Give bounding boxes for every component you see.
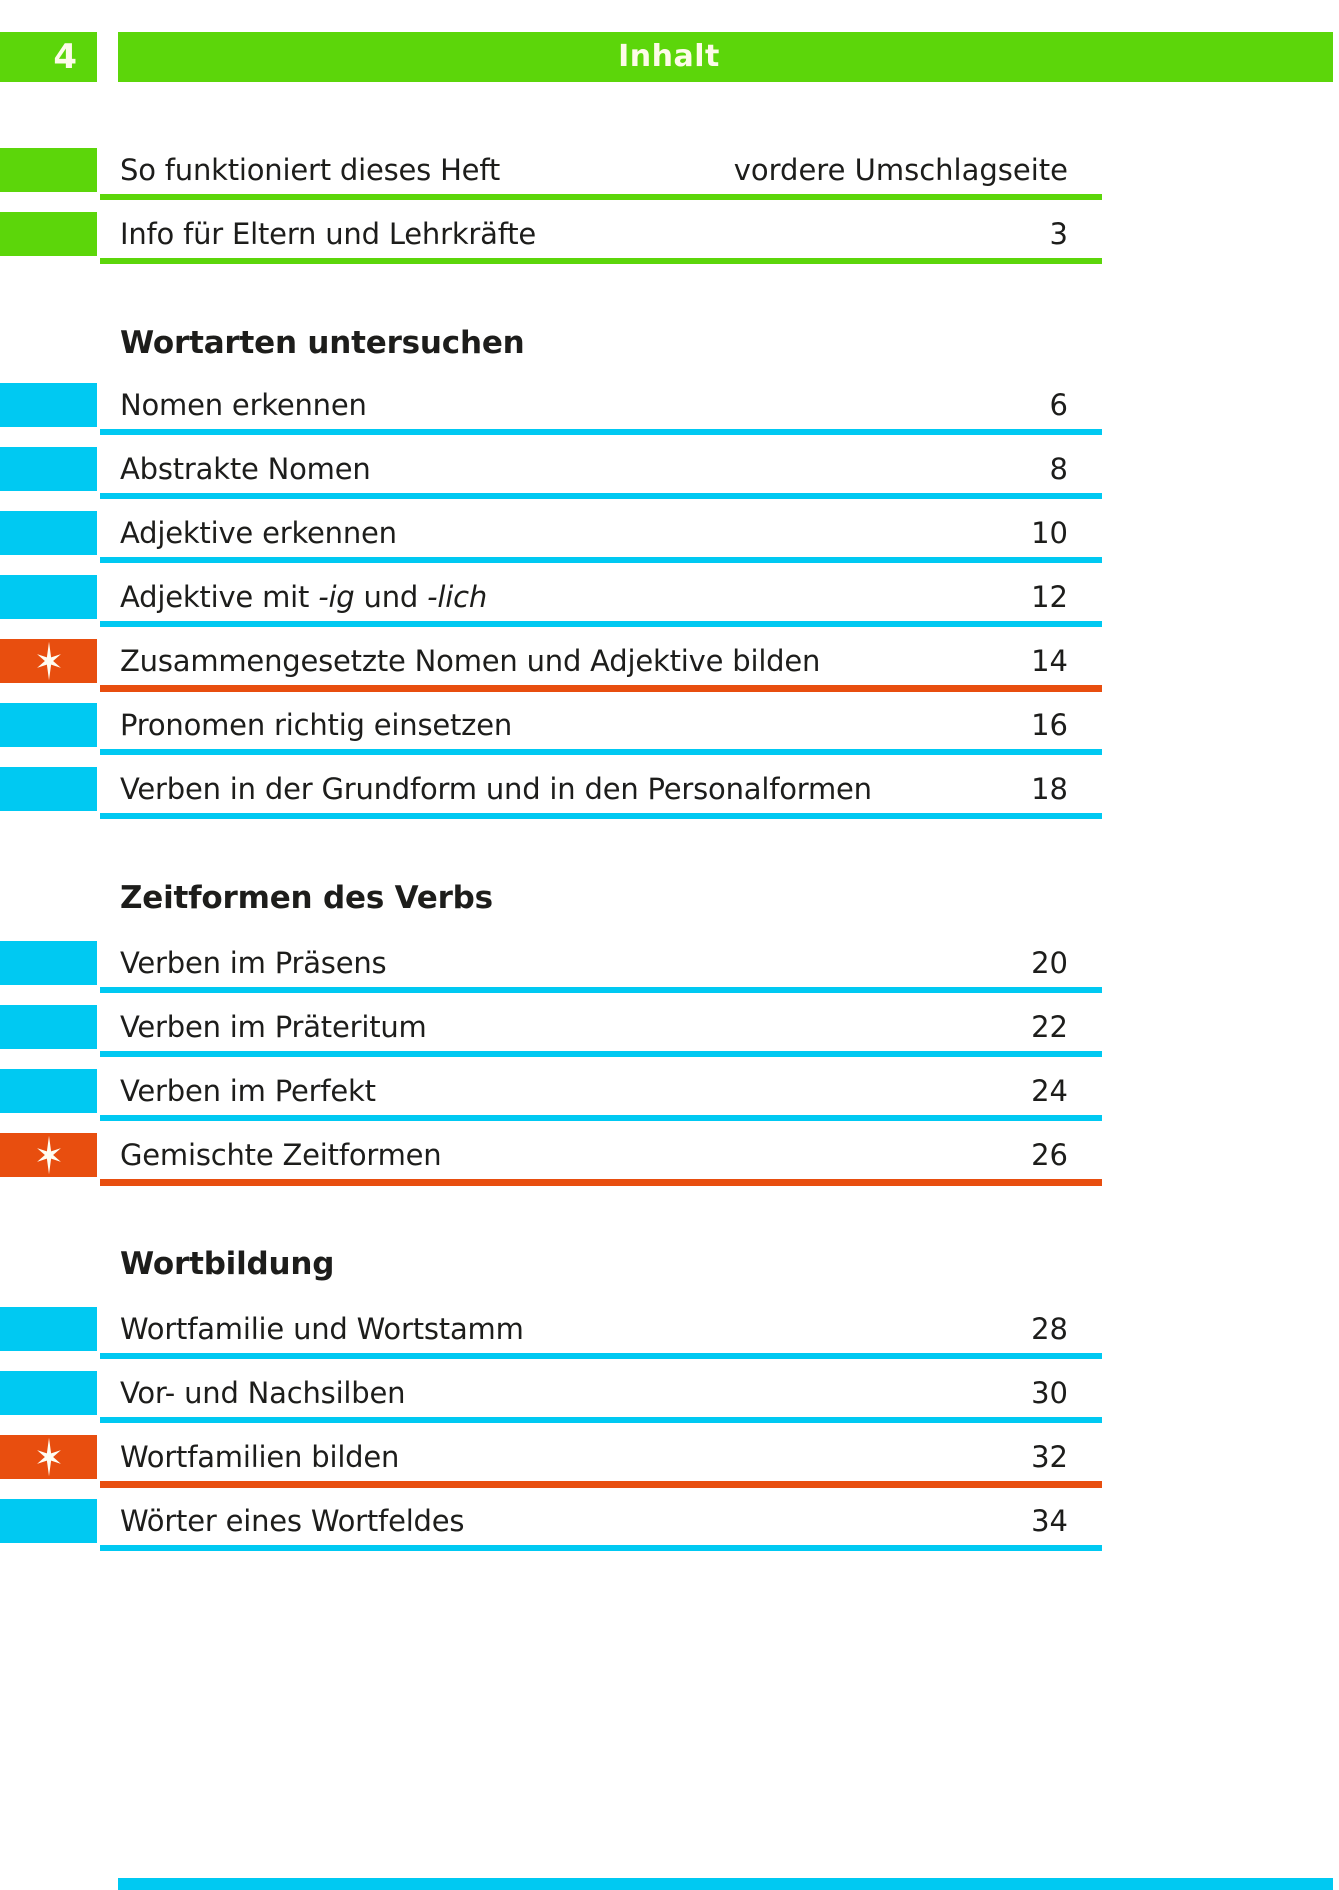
row-underline (100, 1115, 1102, 1121)
row-page-number: 6 (1049, 388, 1068, 422)
row-underline (100, 557, 1102, 563)
toc-row: Vor- und Nachsilben 30 (0, 1371, 1339, 1423)
color-tab (0, 1005, 97, 1049)
row-page-number: 28 (1031, 1312, 1068, 1346)
header-bar: Inhalt (118, 32, 1333, 82)
sparkle-star-icon (36, 1437, 61, 1477)
row-page-number: 16 (1031, 708, 1068, 742)
row-page-number: 20 (1031, 946, 1068, 980)
section-heading: Wortarten untersuchen (120, 325, 525, 361)
color-tab (0, 575, 97, 619)
row-label: Vor- und Nachsilben (120, 1376, 406, 1410)
row-page-number: 34 (1031, 1504, 1068, 1538)
row-underline (100, 493, 1102, 499)
row-underline (100, 1051, 1102, 1057)
toc-row: Adjektive mit -ig und -lich 12 (0, 575, 1339, 627)
toc-row: So funktioniert dieses Heft vordere Umsch… (0, 148, 1339, 200)
row-underline (100, 813, 1102, 819)
toc-row: Adjektive erkennen 10 (0, 511, 1339, 563)
color-tab (0, 703, 97, 747)
row-page-number: 24 (1031, 1074, 1068, 1108)
row-underline (100, 685, 1102, 692)
row-underline (100, 1353, 1102, 1359)
section-heading: Wortbildung (120, 1246, 335, 1282)
toc-row: Pronomen richtig einsetzen 16 (0, 703, 1339, 755)
row-underline (100, 1179, 1102, 1186)
color-tab (0, 148, 97, 192)
toc-row: Gemischte Zeitformen 26 (0, 1133, 1339, 1186)
page-number-tab: 4 (0, 32, 97, 82)
row-label: Verben im Perfekt (120, 1074, 376, 1108)
row-page-number: 3 (1049, 217, 1068, 251)
color-tab (0, 1307, 97, 1351)
toc-row: Info für Eltern und Lehrkräfte 3 (0, 212, 1339, 264)
row-label: Verben in der Grundform und in den Perso… (120, 772, 872, 806)
row-page-number: 12 (1031, 580, 1068, 614)
color-tab (0, 1069, 97, 1113)
table-of-contents: So funktioniert dieses Heft vordere Umsch… (0, 82, 1339, 1563)
row-underline (100, 258, 1102, 264)
toc-row: Zusammengesetzte Nomen und Adjektive bil… (0, 639, 1339, 692)
row-label: Wortfamilie und Wortstamm (120, 1312, 524, 1346)
toc-row: Nomen erkennen 6 (0, 383, 1339, 435)
row-label: Adjektive erkennen (120, 516, 397, 550)
star-highlight-tab (0, 639, 97, 683)
row-underline (100, 1417, 1102, 1423)
row-page-number: 30 (1031, 1376, 1068, 1410)
row-page-number: 14 (1031, 644, 1068, 678)
page-title: Inhalt (618, 39, 720, 74)
row-label: Nomen erkennen (120, 388, 367, 422)
toc-row: Wortfamilien bilden 32 (0, 1435, 1339, 1488)
row-label: Abstrakte Nomen (120, 452, 371, 486)
row-underline (100, 429, 1102, 435)
row-label: Pronomen richtig einsetzen (120, 708, 513, 742)
row-page-number: 8 (1049, 452, 1068, 486)
toc-row: Wörter eines Wortfeldes 34 (0, 1499, 1339, 1551)
row-label: Adjektive mit -ig und -lich (120, 580, 488, 614)
row-page-number: 10 (1031, 516, 1068, 550)
color-tab (0, 1371, 97, 1415)
star-highlight-tab (0, 1133, 97, 1177)
color-tab (0, 511, 97, 555)
row-label: Wortfamilien bilden (120, 1440, 400, 1474)
sparkle-star-icon (36, 641, 61, 681)
row-page-number: 26 (1031, 1138, 1068, 1172)
row-label: Info für Eltern und Lehrkräfte (120, 217, 537, 251)
row-underline (100, 749, 1102, 755)
color-tab (0, 383, 97, 427)
row-label: Verben im Präsens (120, 946, 387, 980)
sparkle-star-icon (36, 1135, 61, 1175)
toc-row: Verben in der Grundform und in den Perso… (0, 767, 1339, 819)
row-underline (100, 621, 1102, 627)
star-highlight-tab (0, 1435, 97, 1479)
row-underline (100, 1545, 1102, 1551)
row-label: Gemischte Zeitformen (120, 1138, 442, 1172)
bottom-page-bar (118, 1878, 1333, 1890)
color-tab (0, 941, 97, 985)
section-heading: Zeitformen des Verbs (120, 880, 493, 916)
color-tab (0, 767, 97, 811)
toc-row: Verben im Präsens 20 (0, 941, 1339, 993)
row-underline (100, 987, 1102, 993)
row-page-number: 22 (1031, 1010, 1068, 1044)
color-tab (0, 212, 97, 256)
row-underline (100, 1481, 1102, 1488)
toc-row: Abstrakte Nomen 8 (0, 447, 1339, 499)
toc-row: Verben im Perfekt 24 (0, 1069, 1339, 1121)
row-page-number: 32 (1031, 1440, 1068, 1474)
row-page-number: vordere Umschlagseite (733, 153, 1068, 187)
row-underline (100, 194, 1102, 200)
toc-row: Verben im Präteritum 22 (0, 1005, 1339, 1057)
row-label: Wörter eines Wortfeldes (120, 1504, 465, 1538)
row-label: Verben im Präteritum (120, 1010, 427, 1044)
row-page-number: 18 (1031, 772, 1068, 806)
color-tab (0, 447, 97, 491)
row-label: So funktioniert dieses Heft (120, 153, 500, 187)
toc-row: Wortfamilie und Wortstamm 28 (0, 1307, 1339, 1359)
color-tab (0, 1499, 97, 1543)
row-label: Zusammengesetzte Nomen und Adjektive bil… (120, 644, 821, 678)
